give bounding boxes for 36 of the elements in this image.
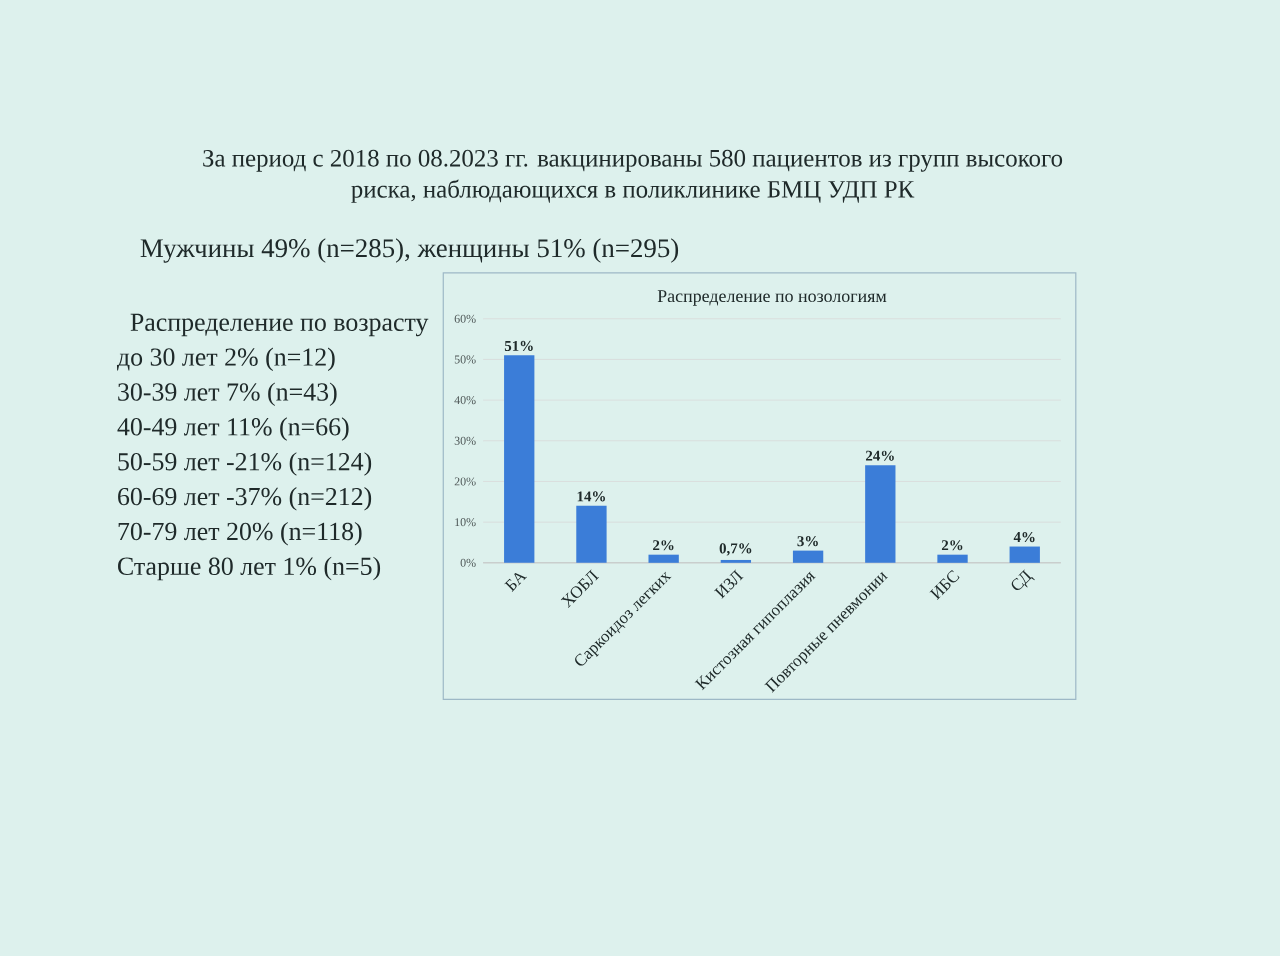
- text: 70-79 лет 20% (n=118): [118, 521, 362, 546]
- bar: [720, 559, 752, 563]
- x-tick-label: СД: [1011, 569, 1035, 590]
- text: Мужчины 49% (n=285), женщины 51% (n=295): [140, 238, 679, 263]
- data-label: 14%: [577, 491, 605, 502]
- bar: [504, 355, 535, 563]
- data-label: 4%: [1013, 531, 1035, 543]
- text: 30-39 лет 7% (n=43): [118, 382, 337, 406]
- data-label: 2%: [653, 540, 674, 551]
- y-tick-label: 40%: [454, 395, 476, 405]
- y-tick-label: 10%: [455, 517, 476, 527]
- x-tick-label: БА: [504, 572, 528, 592]
- text: 60-69 лет -37% (n=212): [118, 486, 372, 511]
- data-label: 3%: [797, 535, 818, 547]
- y-tick-label: 50%: [454, 355, 476, 364]
- y-tick-label: 0%: [460, 558, 476, 567]
- data-label: 24%: [865, 450, 894, 461]
- bar: [865, 465, 896, 563]
- data-label: 51%: [504, 340, 533, 351]
- text: Старше 80 лет 1% (n=5): [118, 556, 381, 581]
- text: 40-49 лет 11% (n=66): [117, 417, 349, 441]
- bar: [1009, 546, 1040, 563]
- data-label: 2%: [941, 540, 963, 551]
- text: 50-59 лет -21% (n=124): [118, 452, 372, 476]
- bar: [792, 550, 824, 563]
- y-tick-label: 30%: [454, 436, 476, 445]
- y-tick-label: 60%: [454, 314, 476, 323]
- text: Распределение по возрасту: [130, 313, 429, 337]
- chart-title: За период с 2018 по 08.2023 гг. вакцинированы 580 пациентов из групп высокого риска, наблюдающихся в поликлинике БМЦ УДП РК: [203, 149, 1063, 203]
- data-label: 0,7%: [719, 543, 752, 556]
- bar: [937, 554, 968, 563]
- y-tick-label: 20%: [454, 477, 476, 486]
- text: до 30 лет 2% (n=12): [116, 347, 335, 371]
- chart-subtitle: Распределение по нозологиям: [657, 290, 887, 306]
- bar: [648, 554, 679, 563]
- bar: [576, 505, 607, 563]
